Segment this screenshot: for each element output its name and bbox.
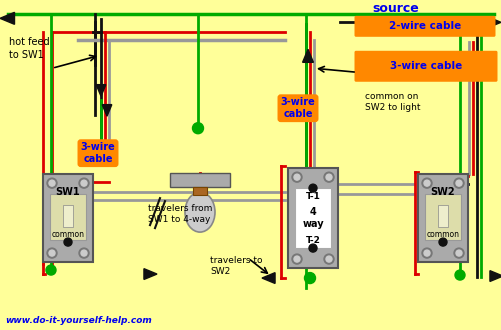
Circle shape xyxy=(453,178,463,188)
Polygon shape xyxy=(144,269,157,280)
FancyBboxPatch shape xyxy=(354,51,496,82)
Text: common: common xyxy=(52,230,84,239)
Circle shape xyxy=(292,172,302,182)
Text: 3-wire cable: 3-wire cable xyxy=(389,61,461,71)
Bar xyxy=(170,173,229,187)
Text: 2-wire cable: 2-wire cable xyxy=(388,21,460,31)
Circle shape xyxy=(421,178,431,188)
Polygon shape xyxy=(487,17,500,28)
Circle shape xyxy=(455,180,461,186)
Text: common: common xyxy=(426,230,458,239)
Circle shape xyxy=(423,180,429,186)
Circle shape xyxy=(49,250,55,256)
Bar xyxy=(63,205,73,227)
Circle shape xyxy=(294,256,300,262)
Circle shape xyxy=(47,248,57,258)
Text: T-2: T-2 xyxy=(305,236,320,245)
Circle shape xyxy=(453,248,463,258)
Bar xyxy=(288,168,337,268)
Polygon shape xyxy=(0,12,15,24)
Bar xyxy=(417,174,467,262)
Bar xyxy=(192,187,206,195)
Polygon shape xyxy=(96,85,106,96)
Text: common on
SW2 to light: common on SW2 to light xyxy=(364,92,420,112)
Bar xyxy=(424,194,460,240)
Circle shape xyxy=(64,238,72,246)
Circle shape xyxy=(81,180,87,186)
Bar xyxy=(295,188,330,248)
Text: 3-wire
cable: 3-wire cable xyxy=(280,97,315,119)
Circle shape xyxy=(323,172,333,182)
Circle shape xyxy=(423,250,429,256)
Circle shape xyxy=(454,270,464,280)
Text: T-1: T-1 xyxy=(305,192,320,201)
Text: hot feed
to SW1: hot feed to SW1 xyxy=(9,37,50,60)
Circle shape xyxy=(46,265,56,275)
Circle shape xyxy=(294,174,300,180)
Ellipse shape xyxy=(185,192,214,232)
Text: travelers from
SW1 to 4-way: travelers from SW1 to 4-way xyxy=(148,204,212,224)
Circle shape xyxy=(47,178,57,188)
Text: SW1: SW1 xyxy=(56,187,80,197)
Circle shape xyxy=(79,178,89,188)
Polygon shape xyxy=(102,105,112,116)
Circle shape xyxy=(309,184,316,192)
Circle shape xyxy=(309,244,316,252)
Circle shape xyxy=(325,174,331,180)
Bar xyxy=(43,174,93,262)
Polygon shape xyxy=(262,273,275,283)
Circle shape xyxy=(292,254,302,264)
Polygon shape xyxy=(302,49,313,62)
Text: SW2: SW2 xyxy=(430,187,454,197)
Bar xyxy=(50,194,86,240)
Circle shape xyxy=(81,250,87,256)
FancyBboxPatch shape xyxy=(354,16,494,37)
Circle shape xyxy=(455,250,461,256)
Bar xyxy=(437,205,447,227)
Text: www.do-it-yourself-help.com: www.do-it-yourself-help.com xyxy=(5,316,151,325)
Text: 4
way: 4 way xyxy=(302,207,323,229)
Circle shape xyxy=(325,256,331,262)
Text: source: source xyxy=(371,2,418,15)
Circle shape xyxy=(49,180,55,186)
Circle shape xyxy=(192,123,203,134)
Circle shape xyxy=(438,238,446,246)
Circle shape xyxy=(304,273,315,283)
Polygon shape xyxy=(489,271,501,281)
Text: travelers to
SW2: travelers to SW2 xyxy=(209,256,262,276)
Text: 3-wire
cable: 3-wire cable xyxy=(81,142,115,164)
Circle shape xyxy=(323,254,333,264)
Circle shape xyxy=(421,248,431,258)
Circle shape xyxy=(79,248,89,258)
